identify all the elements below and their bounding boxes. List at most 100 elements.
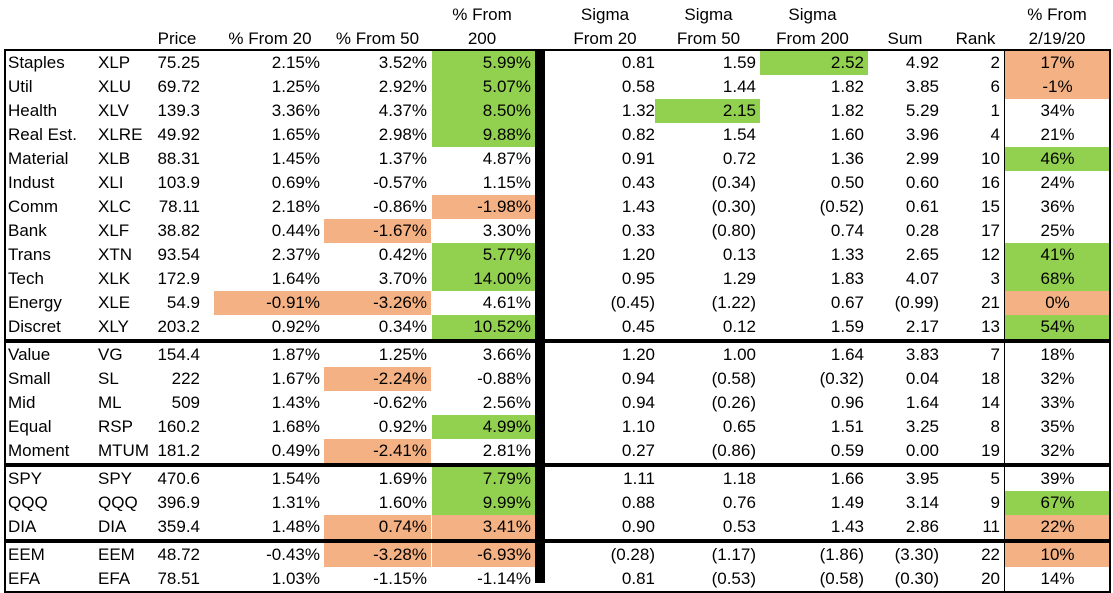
- cell-p20: 3.36%: [271, 101, 320, 120]
- cell-price: 88.31: [157, 149, 200, 168]
- cell-p20: 0.92%: [271, 317, 320, 336]
- cell-feb: 17%: [1005, 51, 1110, 75]
- header-pct-from-200-line2: 200: [467, 29, 497, 48]
- cell-p200: 4.99%: [432, 415, 535, 439]
- cell-feb: 14%: [1040, 569, 1075, 588]
- table-row: Value VG 154.4 1.87% 1.25% 3.66% 1.20 1.00 1.64 3…: [5, 343, 1110, 367]
- cell-ticker: XLF: [98, 221, 130, 240]
- cell-price: 69.72: [157, 77, 200, 96]
- cell-s20: 0.91: [621, 149, 655, 168]
- table-row: Staples XLP 75.25 2.15% 3.52% 5.99% 0.81 1.59 2.…: [5, 51, 1110, 75]
- cell-p50: 1.69%: [378, 469, 427, 488]
- table-row: Mid ML 509 1.43% -0.62% 2.56% 0.94 (0.26) 0.96 1.…: [5, 391, 1110, 415]
- cell-rank: 4: [990, 125, 1000, 144]
- cell-p20: 1.31%: [271, 493, 320, 512]
- cell-s200: 1.43: [830, 517, 864, 536]
- group-top-border: [5, 341, 1110, 343]
- cell-feb: 25%: [1040, 221, 1075, 240]
- cell-rank: 8: [990, 417, 1000, 436]
- cell-s20: (0.45): [610, 293, 655, 312]
- cell-s20: 0.94: [621, 369, 655, 388]
- cell-rank: 2: [990, 53, 1000, 72]
- cell-feb: 46%: [1005, 147, 1110, 171]
- cell-feb: 34%: [1040, 101, 1075, 120]
- cell-rank: 5: [990, 469, 1000, 488]
- cell-sum: 2.99: [905, 149, 939, 168]
- cell-rank: 15: [981, 197, 1000, 216]
- cell-s200: (0.58): [819, 569, 864, 588]
- cell-name: Equal: [8, 417, 52, 436]
- cell-ticker: ML: [98, 393, 122, 412]
- cell-price: 509: [171, 393, 200, 412]
- cell-p50: -2.24%: [324, 367, 431, 391]
- cell-ticker: QQQ: [98, 493, 138, 512]
- table-row: Discret XLY 203.2 0.92% 0.34% 10.52% 0.45 0.12 1…: [5, 315, 1110, 339]
- cell-sum: (3.30): [894, 545, 939, 564]
- cell-name: Staples: [8, 53, 65, 72]
- cell-s20: 0.90: [621, 517, 655, 536]
- cell-s50: (0.34): [711, 173, 756, 192]
- cell-ticker: XLB: [98, 149, 131, 168]
- cell-price: 222: [171, 369, 200, 388]
- cell-ticker: EEM: [98, 545, 135, 564]
- cell-price: 75.25: [157, 53, 200, 72]
- cell-s200: 1.64: [830, 345, 864, 364]
- cell-p200: -1.98%: [432, 195, 535, 219]
- cell-s50: 2.15: [655, 99, 760, 123]
- cell-feb: 33%: [1040, 393, 1075, 412]
- cell-ticker: XTN: [98, 245, 132, 264]
- cell-sum: 0.60: [905, 173, 939, 192]
- column-divider: [535, 51, 545, 583]
- header-pct-from-20: % From 20: [228, 29, 312, 48]
- cell-name: Material: [8, 149, 69, 168]
- cell-sum: 3.83: [905, 345, 939, 364]
- cell-s20: 0.88: [621, 493, 655, 512]
- table-row: Equal RSP 160.2 1.68% 0.92% 4.99% 1.10 0.65 1.51…: [5, 415, 1110, 439]
- cell-s50: (0.53): [711, 569, 756, 588]
- cell-p20: 2.15%: [271, 53, 320, 72]
- cell-name: SPY: [8, 469, 43, 488]
- cell-feb: 68%: [1005, 267, 1110, 291]
- cell-p20: 1.03%: [271, 569, 320, 588]
- cell-p20: 1.25%: [271, 77, 320, 96]
- cell-p20: 1.87%: [271, 345, 320, 364]
- cell-s20: 1.20: [621, 345, 655, 364]
- cell-p50: 0.74%: [324, 515, 431, 539]
- group-top-border: [5, 541, 1110, 543]
- cell-s20: 0.94: [621, 393, 655, 412]
- cell-feb: 32%: [1040, 369, 1075, 388]
- cell-p200: 3.30%: [482, 221, 531, 240]
- cell-price: 359.4: [157, 517, 200, 536]
- cell-ticker: XLK: [98, 269, 131, 288]
- cell-s20: 0.27: [621, 441, 655, 460]
- cell-ticker: DIA: [98, 517, 127, 536]
- cell-price: 48.72: [157, 545, 200, 564]
- cell-feb: 32%: [1040, 441, 1075, 460]
- cell-rank: 22: [981, 545, 1000, 564]
- cell-p50: -3.28%: [324, 543, 431, 567]
- cell-sum: 3.14: [905, 493, 939, 512]
- cell-rank: 16: [981, 173, 1000, 192]
- cell-price: 139.3: [157, 101, 200, 120]
- cell-p50: -1.67%: [324, 219, 431, 243]
- cell-p20: 1.43%: [271, 393, 320, 412]
- cell-s200: 1.49: [830, 493, 864, 512]
- cell-s20: (0.28): [610, 545, 655, 564]
- cell-ticker: XLI: [98, 173, 124, 192]
- cell-p200: -1.14%: [477, 569, 531, 588]
- cell-s200: 1.83: [830, 269, 864, 288]
- cell-p20: 0.49%: [271, 441, 320, 460]
- cell-s50: 1.44: [722, 77, 756, 96]
- table-row: Health XLV 139.3 3.36% 4.37% 8.50% 1.32 2.15 1.8…: [5, 99, 1110, 123]
- cell-sum: 2.17: [905, 317, 939, 336]
- cell-s200: 1.82: [830, 77, 864, 96]
- cell-p200: 9.99%: [432, 491, 535, 515]
- cell-s200: 1.60: [830, 125, 864, 144]
- cell-p50: -0.57%: [373, 173, 427, 192]
- cell-name: Energy: [8, 293, 62, 312]
- cell-p50: -3.26%: [324, 291, 431, 315]
- cell-p50: 2.98%: [378, 125, 427, 144]
- cell-name: Bank: [8, 221, 47, 240]
- cell-p20: 0.69%: [271, 173, 320, 192]
- cell-ticker: SPY: [98, 469, 133, 488]
